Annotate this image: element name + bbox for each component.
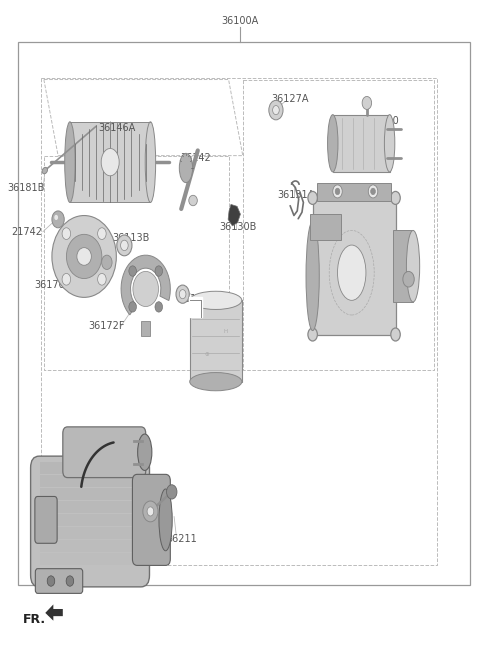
Text: 36146A: 36146A [99,123,136,133]
Bar [70,122,150,203]
Ellipse shape [159,489,172,551]
Text: 36120: 36120 [368,116,399,126]
Bar [40,501,140,514]
Circle shape [362,96,372,110]
Circle shape [133,272,158,306]
Bar [40,475,140,487]
FancyBboxPatch shape [63,427,146,478]
Text: 36113B: 36113B [178,294,216,304]
Circle shape [403,272,414,287]
Ellipse shape [77,247,91,265]
Text: FR.: FR. [23,613,46,626]
Text: 36172F: 36172F [89,321,125,331]
Circle shape [155,302,163,312]
Ellipse shape [138,434,152,470]
Text: H: H [223,329,228,334]
Text: 36100A: 36100A [222,16,259,26]
Ellipse shape [337,245,366,300]
Bar [312,198,396,335]
Ellipse shape [327,115,338,172]
Circle shape [180,289,186,298]
Circle shape [335,188,340,195]
Ellipse shape [65,122,75,203]
Circle shape [66,576,74,586]
Circle shape [273,106,279,115]
Ellipse shape [306,221,319,331]
Text: 21742: 21742 [11,227,42,237]
Circle shape [120,240,128,251]
Circle shape [97,274,106,285]
Circle shape [54,215,58,220]
FancyBboxPatch shape [36,569,83,594]
Circle shape [117,235,132,256]
Circle shape [167,485,177,499]
Circle shape [371,188,375,195]
Circle shape [62,274,71,285]
Circle shape [368,185,378,198]
Circle shape [102,255,112,270]
Ellipse shape [52,216,116,297]
Bar [189,297,202,317]
Text: 36142: 36142 [180,153,211,163]
Bar [40,488,140,501]
Text: 36170: 36170 [34,280,65,290]
Circle shape [62,228,71,239]
Bar [40,462,140,474]
Circle shape [52,211,64,228]
Circle shape [47,576,55,586]
Text: 36150: 36150 [199,370,230,380]
Ellipse shape [180,154,192,182]
Ellipse shape [190,291,242,310]
Bar [333,115,390,172]
Ellipse shape [384,115,395,172]
Polygon shape [45,604,63,621]
Text: 36181B: 36181B [8,183,45,193]
Circle shape [155,266,163,276]
Circle shape [97,228,106,239]
Ellipse shape [407,230,420,302]
Ellipse shape [42,167,48,174]
Ellipse shape [101,148,119,176]
Text: 36183: 36183 [379,292,409,302]
Text: 36113B: 36113B [112,234,149,243]
Bar [40,514,140,526]
Text: ⊕: ⊕ [204,352,209,356]
Bar [40,540,140,552]
Text: 36115: 36115 [82,264,112,274]
Ellipse shape [145,122,156,203]
Bar [141,321,150,336]
FancyBboxPatch shape [132,474,170,565]
Polygon shape [228,205,240,226]
Text: 36110: 36110 [327,312,358,321]
Text: 36131A: 36131A [277,190,314,199]
Circle shape [333,185,342,198]
Circle shape [176,285,189,303]
Bar [40,527,140,539]
Bar [310,214,341,240]
Bar [190,300,242,382]
Bar [393,230,413,302]
Circle shape [269,100,283,120]
Text: 36130B: 36130B [219,222,257,232]
Wedge shape [121,255,170,315]
Circle shape [129,302,136,312]
FancyBboxPatch shape [31,456,149,587]
Circle shape [129,266,136,276]
Circle shape [391,192,400,205]
Ellipse shape [190,373,242,391]
Bar [40,553,140,565]
Circle shape [308,192,317,205]
Bar [18,42,470,585]
FancyBboxPatch shape [35,497,57,543]
Ellipse shape [66,234,102,279]
Circle shape [391,328,400,341]
Text: 36127A: 36127A [271,94,309,104]
Bar [317,183,391,201]
Text: 36211: 36211 [166,535,197,544]
Circle shape [143,501,158,522]
Circle shape [147,507,154,516]
Circle shape [308,328,317,341]
Ellipse shape [189,195,197,206]
